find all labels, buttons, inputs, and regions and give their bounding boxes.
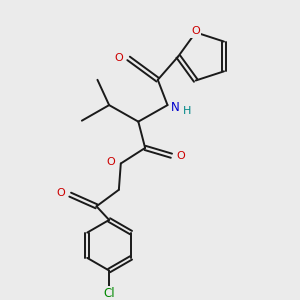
Text: O: O <box>115 53 123 63</box>
Text: Cl: Cl <box>103 287 115 300</box>
Text: N: N <box>171 100 180 114</box>
Text: O: O <box>107 157 116 166</box>
Text: H: H <box>183 106 191 116</box>
Text: O: O <box>191 26 200 36</box>
Text: O: O <box>56 188 65 198</box>
Text: O: O <box>177 151 185 161</box>
